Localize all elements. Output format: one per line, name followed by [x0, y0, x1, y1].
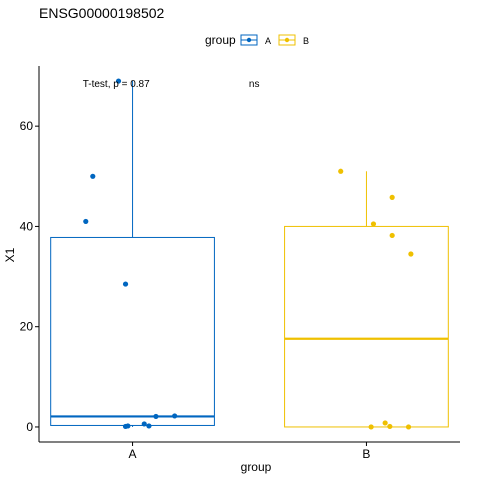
- legend: group A B: [205, 33, 309, 47]
- chart-title: ENSG00000198502: [39, 5, 165, 21]
- box-rect: [50, 236, 215, 426]
- x-tick-label: A: [129, 447, 137, 461]
- legend-key-A: A: [240, 34, 271, 46]
- x-axis-title: group: [241, 460, 272, 474]
- y-tick-label: 60: [20, 119, 34, 133]
- data-point: [122, 281, 129, 287]
- data-point: [115, 78, 122, 84]
- y-axis-title: X1: [3, 247, 17, 262]
- plot-area: 0 20 40 60 A B T-test, p = 0.87 ns: [20, 66, 460, 461]
- data-point: [153, 413, 159, 420]
- data-point: [405, 424, 412, 430]
- data-point: [141, 421, 147, 427]
- box-A: [50, 81, 215, 427]
- data-point: [172, 413, 178, 419]
- stat-annotation: T-test, p = 0.87: [83, 79, 150, 90]
- y-tick-label: 20: [20, 320, 34, 334]
- data-point: [83, 218, 89, 225]
- legend-label: A: [265, 36, 271, 46]
- x-tick-label: B: [362, 447, 370, 461]
- data-point: [370, 221, 377, 227]
- data-point: [382, 420, 388, 426]
- data-point: [146, 423, 152, 429]
- y-tick-label: 40: [20, 219, 34, 233]
- data-point: [368, 424, 374, 430]
- data-point: [408, 251, 414, 257]
- data-point: [90, 173, 96, 179]
- stat-annotation: ns: [249, 79, 260, 90]
- legend-title: group: [205, 33, 236, 47]
- data-point: [387, 423, 393, 430]
- legend-key-B: B: [278, 34, 309, 46]
- data-point: [389, 194, 395, 200]
- box-B: [284, 171, 449, 428]
- y-tick-label: 0: [26, 420, 33, 434]
- legend-label: B: [303, 36, 309, 46]
- legend-key-point: [284, 37, 290, 43]
- data-point: [338, 168, 344, 174]
- data-point: [389, 232, 395, 239]
- data-point: [125, 423, 131, 429]
- box-rect: [284, 225, 449, 428]
- legend-key-point: [246, 37, 252, 43]
